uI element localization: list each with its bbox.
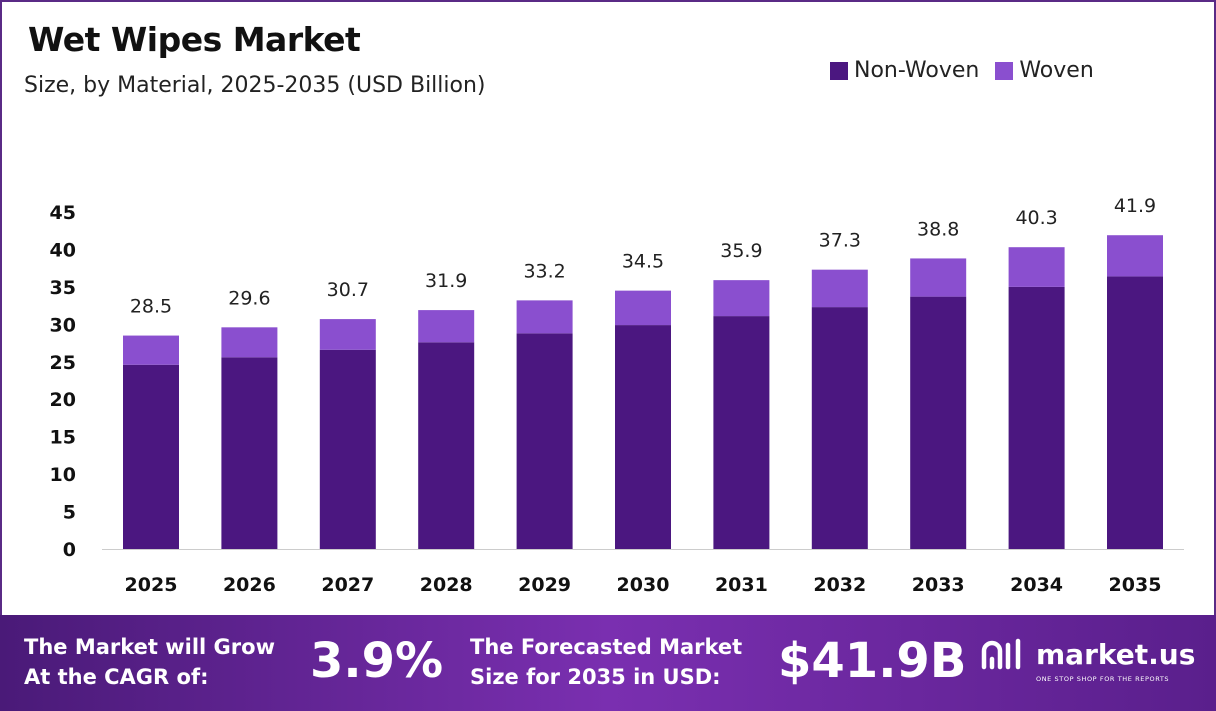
forecast-value: $41.9B	[778, 633, 967, 689]
x-tick-label: 2031	[715, 574, 768, 596]
bar-non-woven-2027	[319, 349, 376, 549]
y-tick-label: 40	[50, 239, 76, 261]
forecast-label-line1: The Forecasted Market	[470, 635, 743, 659]
legend-item-non-woven: Non-Woven	[830, 58, 979, 83]
brand-logo: market.us ONE STOP SHOP FOR THE REPORTS	[980, 637, 1196, 683]
bar-non-woven-2029	[516, 333, 573, 549]
x-tick-label: 2035	[1109, 574, 1162, 596]
bar-woven-2027	[319, 319, 376, 350]
bar-woven-2026	[221, 327, 278, 358]
x-tick-label: 2028	[420, 574, 473, 596]
legend-label-non-woven: Non-Woven	[854, 58, 980, 83]
bar-woven-2030	[615, 290, 671, 326]
bar-non-woven-2033	[910, 296, 967, 549]
bar-woven-2032	[811, 269, 868, 308]
bar-non-woven-2025	[123, 364, 179, 549]
data-label-total: 30.7	[327, 279, 369, 301]
data-label-total: 31.9	[425, 270, 467, 292]
bar-non-woven-2035	[1107, 276, 1163, 549]
bar-non-woven-2030	[615, 325, 671, 549]
forecast-label: The Forecasted Market Size for 2035 in U…	[470, 632, 742, 692]
y-tick-label: 25	[50, 352, 76, 374]
bar-woven-2025	[123, 335, 179, 365]
chart-subtitle: Size, by Material, 2025-2035 (USD Billio…	[24, 73, 486, 98]
bar-woven-2035	[1107, 235, 1163, 277]
y-tick-label: 20	[50, 389, 76, 411]
bar-woven-2028	[418, 310, 475, 343]
legend: Non-Woven Woven	[830, 58, 1110, 83]
data-label-total: 34.5	[622, 251, 664, 273]
x-tick-label: 2030	[617, 574, 670, 596]
x-tick-label: 2026	[223, 574, 276, 596]
x-tick-label: 2025	[125, 574, 178, 596]
y-tick-label: 30	[50, 314, 76, 336]
brand-name: market.us	[1036, 637, 1196, 671]
legend-item-woven: Woven	[995, 58, 1094, 83]
forecast-label-line2: Size for 2035 in USD:	[470, 665, 721, 689]
data-label-total: 35.9	[720, 240, 762, 262]
bar-chart: 05101520253035404528.5202529.6202630.720…	[50, 195, 1184, 596]
cagr-label-line2: At the CAGR of:	[24, 665, 209, 689]
x-tick-label: 2034	[1010, 574, 1063, 596]
y-tick-label: 45	[50, 202, 76, 224]
x-tick-label: 2027	[321, 574, 374, 596]
bar-non-woven-2026	[221, 357, 278, 549]
data-label-total: 40.3	[1015, 207, 1057, 229]
cagr-label-line1: The Market will Grow	[24, 635, 275, 659]
data-label-total: 37.3	[819, 230, 861, 252]
x-tick-label: 2033	[912, 574, 965, 596]
bar-woven-2031	[713, 280, 770, 317]
bar-woven-2034	[1008, 247, 1065, 287]
data-label-total: 29.6	[228, 287, 270, 309]
y-tick-label: 10	[50, 464, 76, 486]
x-tick-label: 2032	[813, 574, 866, 596]
data-label-total: 41.9	[1114, 195, 1156, 217]
bar-woven-2029	[516, 300, 573, 334]
cagr-value: 3.9%	[310, 633, 444, 689]
brand-tagline: ONE STOP SHOP FOR THE REPORTS	[1036, 675, 1170, 683]
data-label-total: 33.2	[523, 260, 565, 282]
y-tick-label: 35	[50, 277, 76, 299]
legend-swatch-woven	[995, 61, 1014, 80]
market-us-logo-icon	[981, 638, 1021, 670]
legend-swatch-non-woven	[830, 61, 848, 80]
footer-banner: The Market will Grow At the CAGR of: 3.9…	[0, 615, 1216, 711]
legend-label-woven: Woven	[1019, 58, 1094, 83]
x-tick-label: 2029	[518, 574, 571, 596]
cagr-label: The Market will Grow At the CAGR of:	[24, 632, 275, 692]
y-tick-label: 15	[50, 427, 76, 449]
data-label-total: 28.5	[130, 296, 172, 318]
bar-woven-2033	[910, 258, 967, 297]
y-tick-label: 5	[63, 502, 76, 524]
bar-non-woven-2032	[811, 307, 868, 549]
bar-non-woven-2028	[418, 342, 475, 549]
chart-title: Wet Wipes Market	[28, 20, 361, 59]
bar-non-woven-2031	[713, 316, 770, 549]
bar-non-woven-2034	[1008, 286, 1065, 549]
y-tick-label: 0	[63, 539, 76, 561]
data-label-total: 38.8	[917, 218, 959, 240]
